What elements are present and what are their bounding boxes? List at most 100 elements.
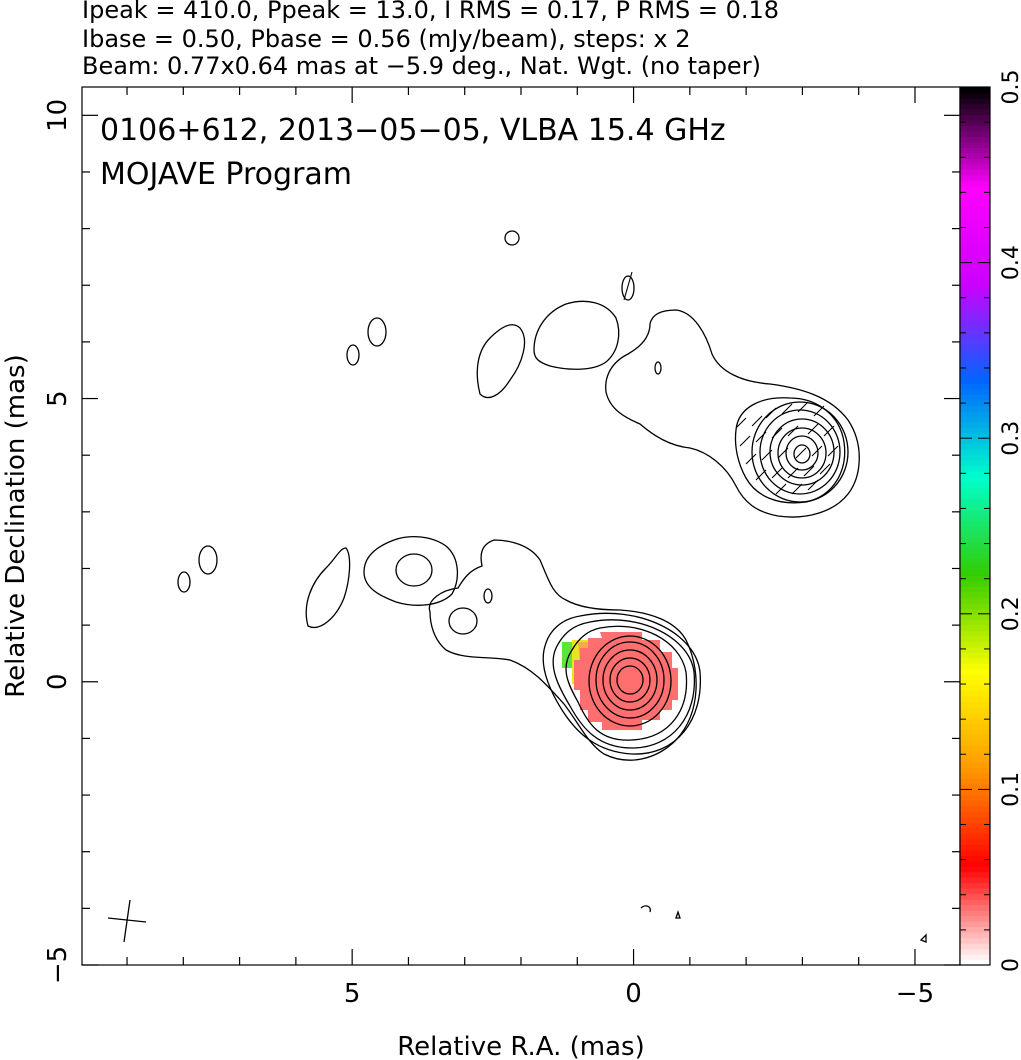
x-tick-label: −5 [896,979,934,1009]
colorbar-segment [960,191,990,198]
colorbar-segment [960,273,990,280]
colorbar-tick-label: 0.4 [999,245,1021,280]
colorbar-segment [960,619,990,626]
colorbar-segment [960,575,990,582]
isolated-contour-2 [621,275,635,301]
colorbar-segment [960,240,990,247]
colorbar-segment [960,262,990,269]
y-tick-label: 10 [43,99,73,132]
colorbar-segment [960,608,990,615]
colorbar-segment [960,350,990,357]
colorbar-segment [960,553,990,560]
colorbar-segment [960,789,990,796]
middle-blob-inner-contour [395,553,433,587]
colorbar-segment [960,613,990,620]
colorbar-segment [960,767,990,774]
colorbar-segment [960,948,990,955]
colorbar-segment [960,877,990,884]
jet-contour-5 [785,435,819,471]
core-contour-7 [552,619,696,749]
isolated-contour-7 [675,909,681,919]
colorbar-segment [960,432,990,439]
colorbar-segment [960,718,990,725]
x-tick-label: 0 [625,979,642,1009]
colorbar-segment [960,295,990,302]
colorbar-tick-label: 0.1 [999,772,1021,807]
colorbar-segment [960,624,990,631]
colorbar-segment [960,498,990,505]
left-dot-contour-1 [198,545,218,575]
colorbar-segment [960,580,990,587]
colorbar-segment [960,904,990,911]
colorbar-segment [960,333,990,341]
colorbar-tick-label: 0.3 [999,421,1021,456]
colorbar-segment [960,152,990,159]
colorbar-segment [960,372,990,379]
colorbar-segment [960,778,990,785]
colorbar-tick-label: 0 [999,958,1021,972]
colorbar-segment [960,794,990,801]
colorbar-segment [960,196,990,203]
small-contour [483,588,493,604]
polarization-pixels [562,632,678,730]
jet-contour-outer [734,397,846,504]
colorbar-segment [960,317,990,324]
core-contour-2 [609,657,651,703]
colorbar-segment [960,235,990,242]
y-axis-label: Relative Declination (mas) [1,354,31,697]
colorbar-segment [960,910,990,917]
colorbar-segment [960,163,990,170]
colorbar-segment [960,125,990,132]
colorbar-segment [960,652,990,659]
colorbar-segment [960,509,990,516]
colorbar-segment [960,860,990,867]
jet-contour-2 [759,409,841,495]
colorbar-segment [960,536,990,544]
colorbar-segment [960,454,990,461]
colorbar-segment [960,279,990,286]
colorbar-segment [960,311,990,319]
colorbar-tick-label: 0.2 [999,596,1021,631]
colorbar-segment [960,383,990,390]
colorbar-segment [960,471,990,478]
colorbar-segment [960,103,990,110]
colorbar-segment [960,482,990,489]
colorbar-segment [960,811,990,818]
colorbar-segment [960,377,990,384]
core-contour-6 [565,625,688,741]
header-line-1: Ipeak = 410.0, Ppeak = 13.0, I RMS = 0.1… [82,0,780,24]
jet-contour-6 [793,444,811,464]
colorbar-segment [960,438,990,445]
colorbar-segment [960,772,990,780]
colorbar-tick-label: 0.5 [999,70,1021,105]
colorbar-segment [960,679,990,686]
colorbar-segment [960,558,990,566]
colorbar-segment [960,410,990,417]
y-tick-label: 5 [43,390,73,407]
colorbar-segment [960,569,990,576]
colorbar-segment [960,257,990,264]
isolated-contour-8 [919,933,927,943]
colorbar-segment [960,416,990,423]
colorbar-segment [960,866,990,873]
colorbar-segment [960,602,990,609]
colorbar-segment [960,646,990,653]
colorbar-segment [960,586,990,593]
colorbar-segment [960,388,990,395]
jet-component-contour [605,309,860,518]
colorbar-segment [960,663,990,670]
colorbar-segment [960,306,990,313]
colorbar-segment [960,800,990,807]
colorbar-segment [960,185,990,192]
colorbar-frame [959,86,991,966]
colorbar-segment [960,207,990,214]
colorbar-segment [960,399,990,406]
colorbar-segment [960,515,990,522]
isolated-contour-3 [367,317,387,347]
colorbar-segment [960,959,990,966]
colorbar-segment [960,805,990,812]
colorbar-segment [960,641,990,648]
colorbar-segment [960,943,990,950]
colorbar-segment [960,174,990,181]
x-axis-label: Relative R.A. (mas) [397,1032,644,1060]
